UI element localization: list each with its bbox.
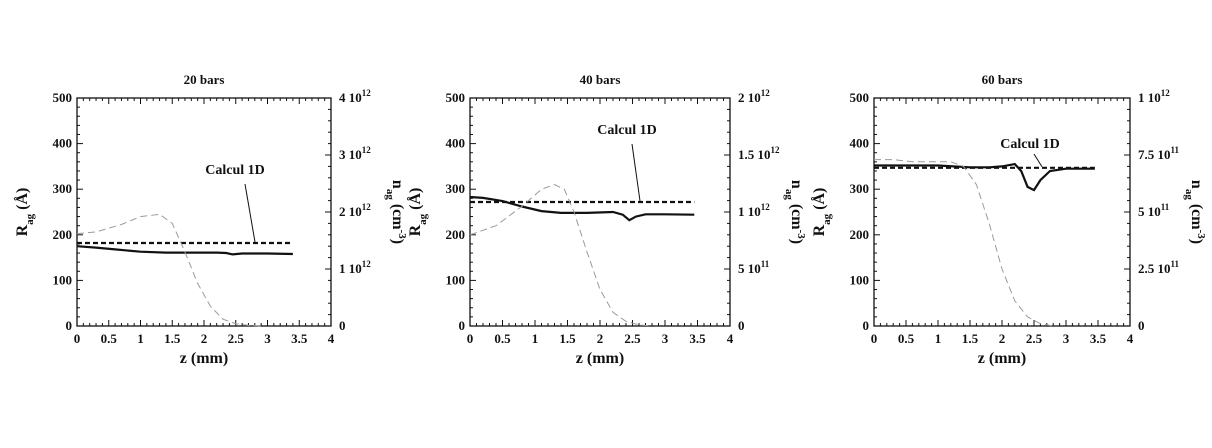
y-tick-label: 400 — [446, 136, 466, 151]
x-tick-label: 2 — [201, 331, 208, 346]
y-tick-label: 0 — [459, 318, 466, 333]
x-tick-label: 0.5 — [494, 331, 511, 346]
x-axis-label: z (mm) — [180, 350, 228, 367]
x-tick-label: 1 — [137, 331, 144, 346]
y-axis-label: Rag (Å) — [13, 188, 36, 237]
y2-tick-label: 0 — [1138, 318, 1145, 333]
density-grey-dashed-line — [470, 185, 652, 326]
x-tick-label: 0.5 — [101, 331, 118, 346]
y2-tick-label: 0 — [738, 318, 745, 333]
y-tick-label: 200 — [850, 227, 870, 242]
y-axis-label: Rag (Å) — [810, 188, 833, 237]
x-tick-label: 1 — [532, 331, 539, 346]
solid-series-line — [470, 197, 694, 220]
y-tick-label: 0 — [863, 318, 870, 333]
chart-title: 60 bars — [982, 72, 1023, 87]
plot-frame — [77, 98, 331, 326]
calcul-1d-annotation: Calcul 1D — [205, 163, 265, 178]
x-axis-label: z (mm) — [576, 350, 624, 367]
chart-title: 40 bars — [580, 72, 621, 87]
y-tick-label: 500 — [850, 90, 870, 105]
y-tick-label: 300 — [53, 181, 73, 196]
plot-frame — [874, 98, 1130, 326]
x-tick-label: 1 — [935, 331, 942, 346]
y2-tick-label: 2 1012 — [738, 88, 770, 105]
calcul-1d-annotation: Calcul 1D — [1000, 137, 1060, 152]
x-tick-label: 4 — [727, 331, 734, 346]
y-tick-label: 500 — [53, 90, 73, 105]
y2-tick-label: 4 1012 — [339, 88, 371, 105]
x-tick-label: 3 — [662, 331, 669, 346]
y-tick-label: 400 — [53, 136, 73, 151]
annotation-leader-line — [1034, 154, 1042, 167]
x-tick-label: 2 — [999, 331, 1006, 346]
x-tick-label: 0.5 — [898, 331, 915, 346]
y2-axis-label: nag (cm-3) — [783, 180, 807, 244]
x-axis-label: z (mm) — [978, 350, 1026, 367]
y2-tick-label: 2 1012 — [339, 202, 371, 219]
x-tick-label: 3 — [264, 331, 271, 346]
x-tick-label: 0 — [871, 331, 878, 346]
density-grey-dashed-line — [77, 214, 261, 326]
y-tick-label: 400 — [850, 136, 870, 151]
x-tick-label: 1.5 — [164, 331, 181, 346]
x-tick-label: 1.5 — [962, 331, 979, 346]
y-axis-label: Rag (Å) — [406, 188, 429, 237]
y-tick-label: 100 — [53, 272, 73, 287]
y2-tick-label: 3 1012 — [339, 145, 371, 162]
x-tick-label: 2.5 — [624, 331, 641, 346]
y-tick-label: 100 — [446, 272, 466, 287]
x-tick-label: 3.5 — [291, 331, 308, 346]
y2-tick-label: 5 1011 — [1138, 202, 1170, 219]
y2-tick-label: 7.5 1011 — [1138, 145, 1180, 162]
annotation-leader-line — [245, 184, 255, 242]
y2-tick-label: 1 1012 — [1138, 88, 1170, 105]
chart-title: 20 bars — [184, 72, 225, 87]
x-tick-label: 2 — [597, 331, 604, 346]
x-tick-label: 3 — [1063, 331, 1070, 346]
y2-tick-label: 1 1012 — [339, 259, 371, 276]
y2-tick-label: 1 1012 — [738, 202, 770, 219]
x-tick-label: 3.5 — [689, 331, 706, 346]
y2-tick-label: 0 — [339, 318, 346, 333]
x-tick-label: 4 — [328, 331, 335, 346]
y2-tick-label: 2.5 1011 — [1138, 259, 1180, 276]
y2-axis-label: nag (cm-3) — [384, 180, 408, 244]
y-tick-label: 200 — [53, 227, 73, 242]
y-tick-label: 300 — [446, 181, 466, 196]
x-tick-label: 2.5 — [228, 331, 245, 346]
y2-tick-label: 5 1011 — [738, 259, 770, 276]
y-tick-label: 0 — [66, 318, 73, 333]
x-tick-label: 4 — [1127, 331, 1134, 346]
y2-tick-label: 1.5 1012 — [738, 145, 780, 162]
x-tick-label: 0 — [74, 331, 81, 346]
y-tick-label: 300 — [850, 181, 870, 196]
annotation-leader-line — [632, 144, 640, 201]
y-tick-label: 100 — [850, 272, 870, 287]
x-tick-label: 2.5 — [1026, 331, 1043, 346]
y2-axis-label: nag (cm-3) — [1183, 180, 1207, 244]
x-tick-label: 0 — [467, 331, 474, 346]
x-tick-label: 3.5 — [1090, 331, 1107, 346]
y-tick-label: 200 — [446, 227, 466, 242]
calcul-1d-annotation: Calcul 1D — [597, 123, 657, 138]
x-tick-label: 1.5 — [559, 331, 576, 346]
y-tick-label: 500 — [446, 90, 466, 105]
